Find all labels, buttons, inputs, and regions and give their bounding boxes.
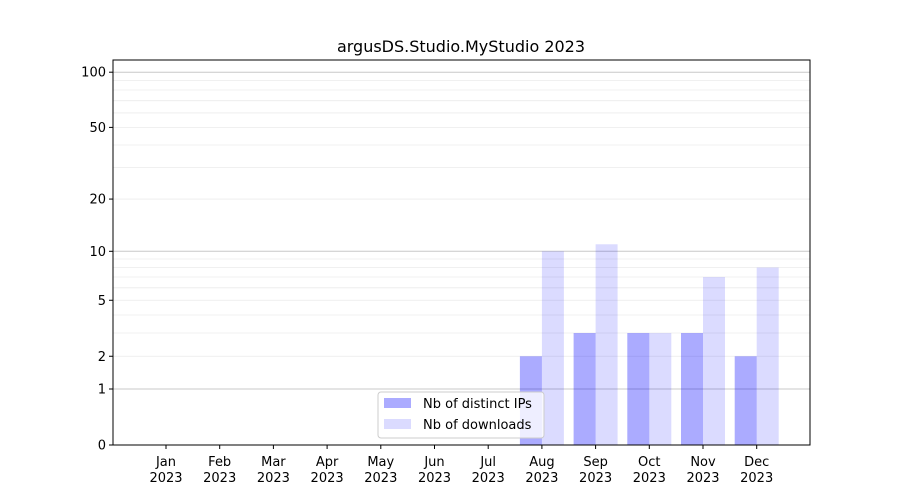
bar-downloads xyxy=(703,277,725,445)
y-tick-label: 0 xyxy=(98,439,106,454)
y-tick-label: 50 xyxy=(89,121,106,136)
chart-title: argusDS.Studio.MyStudio 2023 xyxy=(337,37,585,56)
bar-downloads xyxy=(595,244,618,445)
x-tick-label: May xyxy=(367,455,394,470)
legend-swatch xyxy=(384,398,411,408)
x-tick-label: Dec xyxy=(744,455,769,470)
x-tick-label: 2023 xyxy=(579,471,612,486)
y-tick-label: 5 xyxy=(98,294,106,309)
x-tick-label: Feb xyxy=(208,455,231,470)
x-tick-label: Jul xyxy=(479,455,496,470)
bar-distinct-ips xyxy=(573,333,596,445)
legend-box xyxy=(377,391,545,439)
legend-label: Nb of distinct IPs xyxy=(423,397,532,412)
legend-label: Nb of downloads xyxy=(423,418,532,433)
x-tick-label: 2023 xyxy=(740,471,773,486)
x-tick-label: Mar xyxy=(261,455,286,470)
y-tick-label: 1 xyxy=(98,383,106,398)
y-tick-label: 100 xyxy=(81,66,106,81)
x-tick-label: 2023 xyxy=(633,471,666,486)
bar-downloads xyxy=(541,251,564,445)
y-tick-label: 20 xyxy=(89,193,106,208)
x-tick-label: Apr xyxy=(316,455,339,470)
x-tick-label: 2023 xyxy=(149,471,182,486)
x-tick-label: 2023 xyxy=(686,471,719,486)
x-tick-label: 2023 xyxy=(418,471,451,486)
x-tick-label: 2023 xyxy=(472,471,505,486)
x-tick-label: Nov xyxy=(690,455,716,470)
bar-downloads xyxy=(649,333,672,445)
y-tick-label: 10 xyxy=(89,245,106,260)
x-tick-label: 2023 xyxy=(311,471,344,486)
bar-distinct-ips xyxy=(734,356,757,445)
plot-frame xyxy=(112,59,811,446)
legend-swatch xyxy=(384,419,411,429)
x-tick-label: 2023 xyxy=(257,471,290,486)
y-tick-label: 2 xyxy=(98,350,106,365)
x-tick-label: 2023 xyxy=(525,471,558,486)
x-tick-label: Jun xyxy=(423,455,444,470)
x-tick-label: 2023 xyxy=(364,471,397,486)
x-tick-label: Oct xyxy=(638,455,660,470)
x-tick-label: Jan xyxy=(155,455,176,470)
x-tick-label: 2023 xyxy=(203,471,236,486)
bar-distinct-ips xyxy=(627,333,650,445)
bar-distinct-ips xyxy=(681,333,703,445)
x-tick-label: Sep xyxy=(583,455,608,470)
x-tick-label: Aug xyxy=(529,455,554,470)
bar-downloads xyxy=(756,267,779,445)
